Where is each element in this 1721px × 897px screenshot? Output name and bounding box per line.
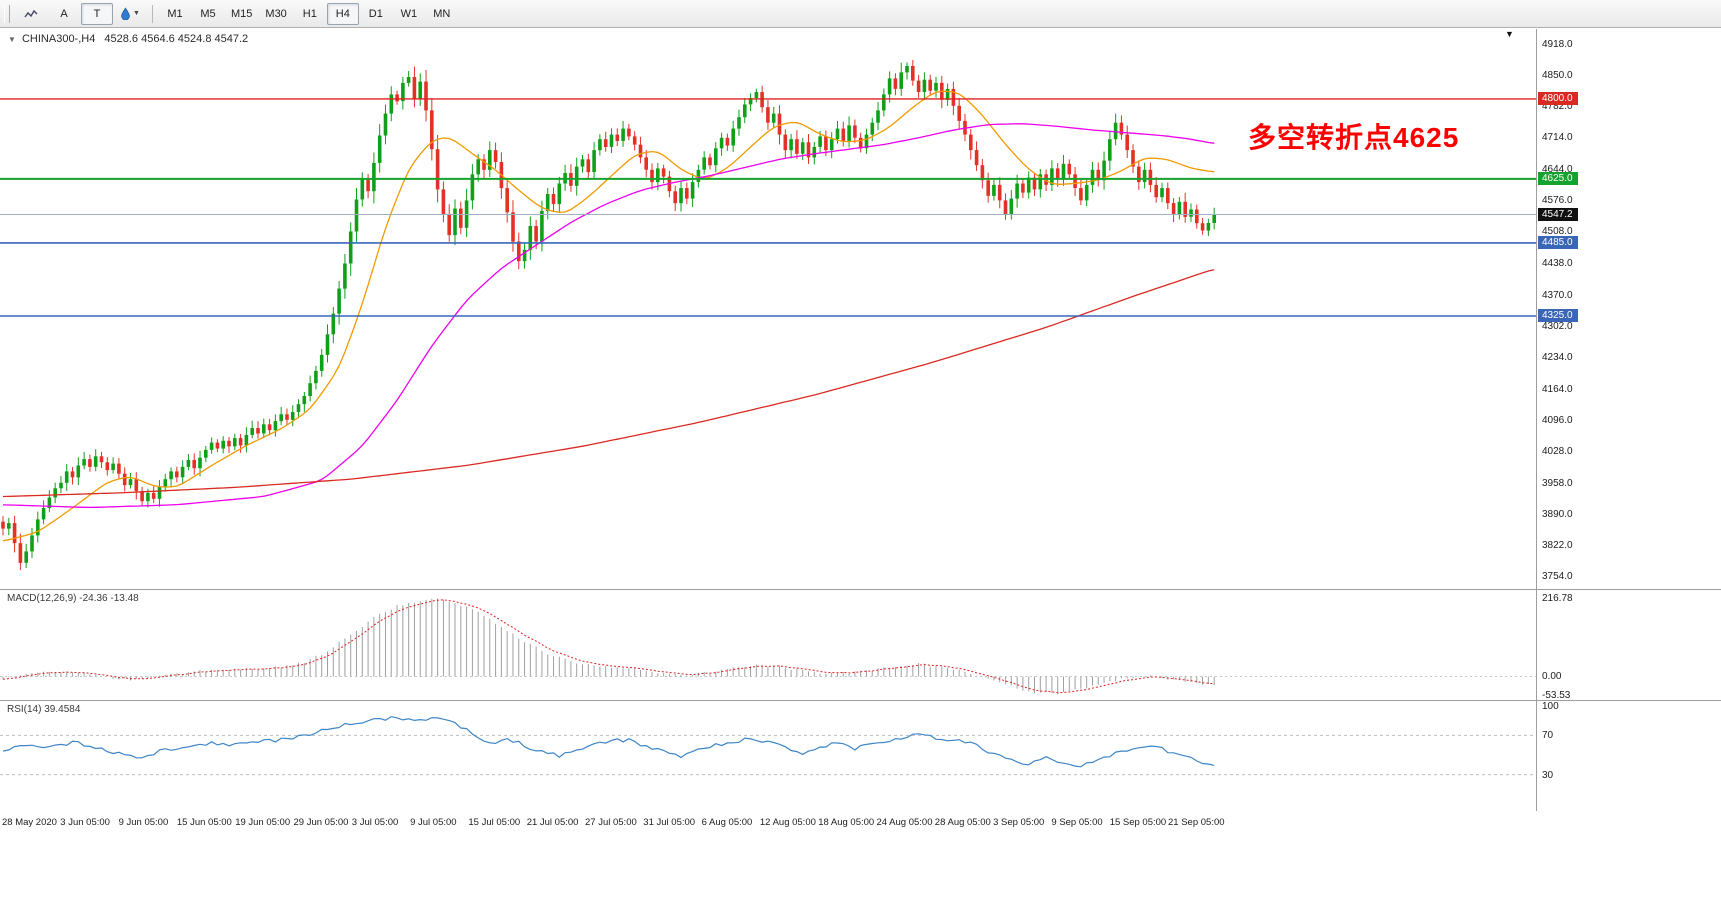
rsi-pane[interactable] <box>0 701 1536 811</box>
rsi-axis-label: 30 <box>1542 769 1554 781</box>
price-axis-label: 4576.0 <box>1542 195 1573 207</box>
macd-axis-label: -53.53 <box>1542 689 1571 701</box>
time-axis-label: 31 Jul 05:00 <box>643 817 696 828</box>
rsi-axis: 100 70 30 <box>1537 701 1721 811</box>
time-axis-label: 9 Jun 05:00 <box>118 817 169 828</box>
toolbar-grip[interactable] <box>4 4 10 23</box>
time-axis-label: 15 Jun 05:00 <box>176 817 232 828</box>
timeframe-button-M15[interactable]: M15 <box>231 7 253 20</box>
macd-axis: 216.78 0.00 -53.53 <box>1537 590 1721 701</box>
timeframe-button-H4[interactable]: H4 <box>326 2 359 25</box>
price-axis-label: 4028.0 <box>1542 445 1573 457</box>
price-badge-4547.2: 4547.2 <box>1538 207 1578 221</box>
price-axis-label: 3754.0 <box>1542 571 1573 582</box>
chart-line-icon[interactable] <box>15 3 47 25</box>
price-badge-4800.0: 4800.0 <box>1538 91 1578 105</box>
chart-title: ▼ CHINA300-,H4 4528.6 4564.6 4524.8 4547… <box>8 33 248 45</box>
timeframe-button-W1[interactable]: W1 <box>400 7 418 20</box>
text-annotation-a-button[interactable]: A <box>60 7 68 20</box>
time-axis-label: 12 Aug 05:00 <box>759 817 816 828</box>
price-badge-4485.0: 4485.0 <box>1538 235 1578 249</box>
pane-separator[interactable] <box>0 589 1721 590</box>
price-annotation-text: 多空转折点4625 <box>1248 122 1460 153</box>
top-toolbar: A T ▼ M1 M5 M15 M30 H1 H4 D1 W1 MN <box>0 0 1721 28</box>
price-axis-label: 4302.0 <box>1542 320 1573 332</box>
main-chart-pane[interactable] <box>0 29 1536 589</box>
time-axis-label: 28 Aug 05:00 <box>934 817 991 828</box>
rsi-indicator-label: RSI(14) 39.4584 <box>7 704 81 715</box>
price-axis-label: 4096.0 <box>1542 414 1573 426</box>
price-axis-label: 4918.0 <box>1542 39 1573 50</box>
price-axis-label: 3958.0 <box>1542 477 1573 489</box>
chart-ohlc-values: 4528.6 4564.6 4524.8 4547.2 <box>104 33 249 45</box>
mid-ma-line <box>2 123 1215 509</box>
dropdown-caret-icon: ▼ <box>133 10 140 17</box>
price-badge-4325.0: 4325.0 <box>1538 309 1578 322</box>
price-axis-label: 4508.0 <box>1542 226 1573 238</box>
macd-signal-line <box>2 599 1215 694</box>
macd-axis-label: 0.00 <box>1542 670 1562 682</box>
timeframe-button-M5[interactable]: M5 <box>200 7 216 20</box>
macd-pane[interactable] <box>0 590 1536 700</box>
price-axis-label: 4438.0 <box>1542 258 1573 270</box>
rsi-line <box>2 715 1215 768</box>
color-tool-icon[interactable]: ▼ <box>114 3 146 25</box>
collapse-triangle-icon[interactable]: ▼ <box>8 35 16 44</box>
price-axis-label: 4782.0 <box>1542 101 1573 113</box>
time-axis-label: 29 Jun 05:00 <box>293 817 349 828</box>
rsi-axis-label: 100 <box>1542 701 1559 712</box>
time-axis-label: 3 Jun 05:00 <box>60 817 110 828</box>
price-axis[interactable]: 4918.0 4850.0 4782.0 4714.0 4644.0 4576.0 4508… <box>1537 29 1721 589</box>
price-axis-label: 4370.0 <box>1542 289 1573 301</box>
time-axis-label: 15 Jul 05:00 <box>468 817 521 828</box>
time-axis[interactable]: 28 May 2020 3 Jun 05:00 9 Jun 05:00 15 Jun … <box>0 811 1721 837</box>
time-axis-label: 24 Aug 05:00 <box>876 817 933 828</box>
price-badge-4625.0: 4625.0 <box>1538 171 1578 185</box>
price-axis-label: 3822.0 <box>1542 539 1573 551</box>
time-axis-label: 6 Aug 05:00 <box>701 817 753 828</box>
price-axis-label: 4644.0 <box>1542 164 1573 176</box>
timeframe-button-MN[interactable]: MN <box>433 7 451 20</box>
text-tool-t-button[interactable]: T <box>81 2 113 25</box>
chart-symbol-label: CHINA300-,H4 <box>21 33 96 45</box>
macd-indicator-label: MACD(12,26,9) -24.36 -13.48 <box>7 593 139 604</box>
price-axis-label: 3890.0 <box>1542 508 1573 520</box>
toolbar-separator <box>152 4 153 23</box>
pane-separator[interactable] <box>0 700 1721 701</box>
macd-axis-label: 216.78 <box>1542 592 1573 604</box>
price-axis-border <box>1536 29 1537 836</box>
timeframe-button-M1[interactable]: M1 <box>167 7 183 20</box>
price-axis-label: 4850.0 <box>1542 70 1573 82</box>
price-axis-label: 4714.0 <box>1542 132 1573 144</box>
timeframe-button-M30[interactable]: M30 <box>265 7 287 20</box>
time-axis-label: 15 Sep 05:00 <box>1109 817 1167 828</box>
chart-dropdown-icon[interactable]: ▼ <box>1505 29 1514 39</box>
timeframe-button-H1[interactable]: H1 <box>302 7 317 20</box>
time-axis-label: 9 Sep 05:00 <box>1051 817 1103 828</box>
timeframe-button-D1[interactable]: D1 <box>368 7 383 20</box>
time-axis-label: 21 Sep 05:00 <box>1168 817 1225 828</box>
price-axis-label: 4234.0 <box>1542 351 1573 363</box>
time-axis-label: 18 Aug 05:00 <box>818 817 875 828</box>
time-axis-label: 3 Jul 05:00 <box>351 817 399 828</box>
time-axis-label: 27 Jul 05:00 <box>585 817 637 828</box>
rsi-axis-label: 70 <box>1542 730 1554 742</box>
time-axis-label: 9 Jul 05:00 <box>410 817 457 828</box>
time-axis-label: 3 Sep 05:00 <box>993 817 1045 828</box>
time-axis-label: 21 Jul 05:00 <box>526 817 579 828</box>
time-axis-label: 19 Jun 05:00 <box>235 817 291 828</box>
slow-ma-line <box>2 269 1215 498</box>
time-axis-label: 28 May 2020 <box>2 817 57 828</box>
price-axis-label: 4164.0 <box>1542 383 1573 395</box>
